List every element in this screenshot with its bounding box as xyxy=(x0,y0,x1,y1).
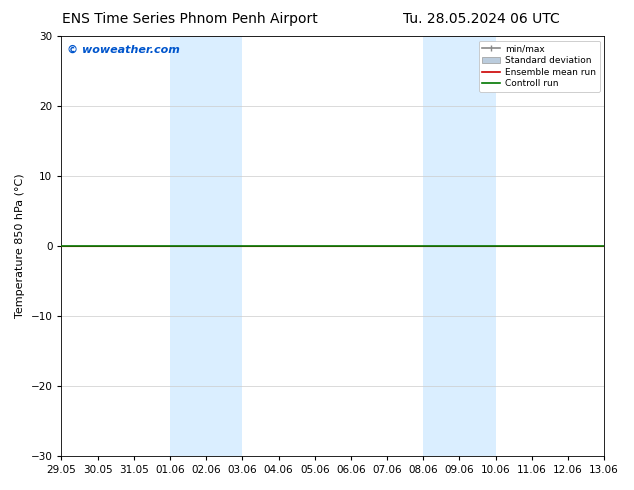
Bar xyxy=(424,36,496,456)
Text: © woweather.com: © woweather.com xyxy=(67,45,180,54)
Legend: min/max, Standard deviation, Ensemble mean run, Controll run: min/max, Standard deviation, Ensemble me… xyxy=(479,41,600,92)
Bar xyxy=(170,36,242,456)
Text: ENS Time Series Phnom Penh Airport: ENS Time Series Phnom Penh Airport xyxy=(62,12,318,26)
Y-axis label: Temperature 850 hPa (°C): Temperature 850 hPa (°C) xyxy=(15,174,25,318)
Text: Tu. 28.05.2024 06 UTC: Tu. 28.05.2024 06 UTC xyxy=(403,12,560,26)
